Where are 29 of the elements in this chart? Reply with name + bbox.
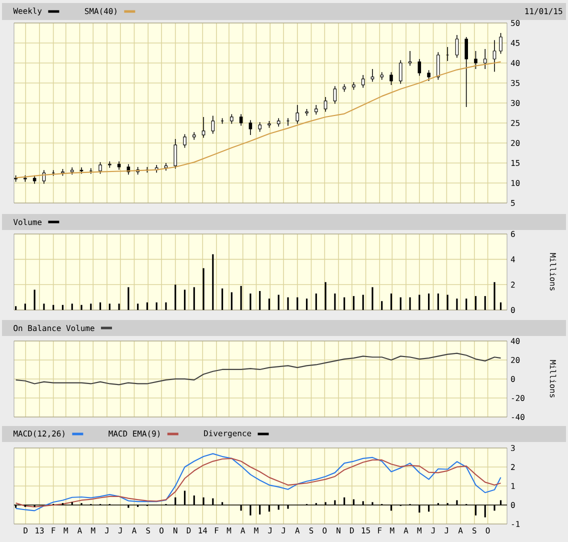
candlestick <box>455 34 459 58</box>
candlestick <box>446 46 450 62</box>
candlestick <box>361 74 365 88</box>
candlestick <box>464 36 468 108</box>
candlestick <box>483 48 487 70</box>
candlestick <box>202 116 206 138</box>
candlestick <box>248 120 252 136</box>
candlestick <box>183 134 186 148</box>
candlestick <box>333 86 337 104</box>
candlestick <box>258 122 262 132</box>
candlestick <box>286 118 290 126</box>
candlestick <box>239 114 243 126</box>
candlestick <box>314 104 318 115</box>
candlestick <box>390 72 393 86</box>
candlestick <box>474 50 478 70</box>
candlestick <box>296 104 300 124</box>
candlestick <box>408 50 412 66</box>
candlestick <box>211 115 215 134</box>
candlestick <box>370 68 374 82</box>
candlestick <box>98 162 102 174</box>
candlestick <box>230 114 234 124</box>
candlestick <box>436 52 440 80</box>
candlestick <box>499 32 502 54</box>
candlestick <box>174 138 177 169</box>
candlestick <box>324 96 328 112</box>
candlestick <box>492 40 496 72</box>
candlestick <box>427 70 430 82</box>
candlestick <box>418 58 422 76</box>
candlestick <box>398 60 402 84</box>
